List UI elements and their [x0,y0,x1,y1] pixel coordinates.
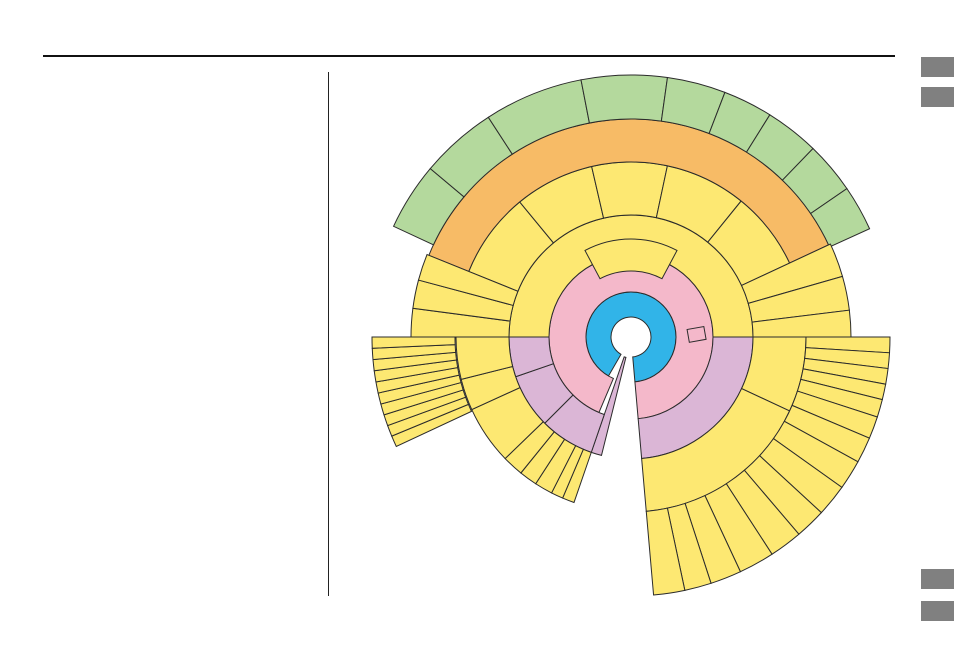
panel-divider [328,72,329,596]
side-button-3[interactable] [921,569,954,589]
top-divider [43,55,895,57]
sunburst-segment-level5[interactable] [371,336,456,349]
side-button-1[interactable] [921,57,954,77]
sunburst-segment-level5[interactable] [645,507,686,596]
marker-rectangle [686,325,707,343]
sunburst-segment-level4[interactable] [591,161,668,219]
sunburst-segment-tab[interactable] [584,238,678,280]
sunburst-segment-level4[interactable] [417,253,519,307]
sunburst-segment-thin[interactable] [590,356,627,456]
sunburst-segment-level4[interactable] [455,336,514,380]
sunburst-segment-level6[interactable] [580,74,669,124]
side-button-2[interactable] [921,87,954,107]
side-button-4[interactable] [921,601,954,621]
